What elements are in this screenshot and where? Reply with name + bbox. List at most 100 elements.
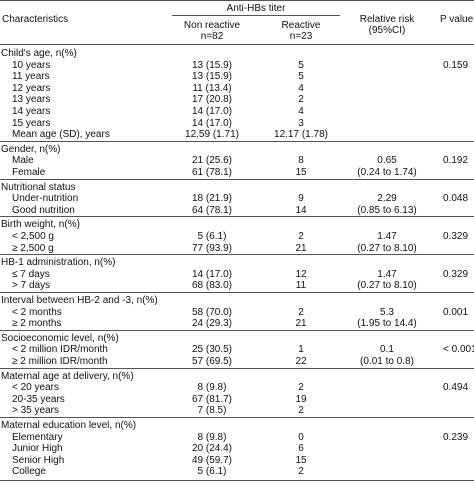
section-title: Child's age, n(%)	[1, 48, 77, 59]
reactive-value: 8	[298, 155, 304, 167]
section-divider	[0, 254, 474, 256]
reactive-value: 12.17 (1.78)	[274, 129, 328, 141]
row-label: Elementary	[12, 431, 63, 443]
non-reactive-value: 11 (13.4)	[192, 82, 232, 94]
section-p-value: 0.001	[443, 306, 469, 318]
header-reactive: Reactive	[281, 20, 321, 31]
non-reactive-value: 13 (15.9)	[191, 59, 233, 71]
section-p-value: 0.494	[443, 382, 469, 394]
table-bottom-rule	[0, 480, 474, 481]
header-bottom-rule	[0, 44, 474, 45]
relative-risk-value: 2.29	[377, 193, 397, 205]
non-reactive-value: 77 (93.9)	[191, 242, 233, 254]
section-p-value: 0.329	[443, 231, 469, 242]
row-label: ≥ 2,500 g	[12, 242, 54, 254]
non-reactive-value: 14 (17.0)	[191, 117, 233, 129]
reactive-value: 1	[298, 344, 304, 356]
row-label: Senior High	[12, 454, 65, 466]
non-reactive-value: 21 (25.6)	[191, 155, 233, 167]
ci-value: (0.01 to 0.8)	[360, 356, 414, 367]
relative-risk-value: 1.47	[377, 268, 397, 280]
section-p-value: < 0.001	[443, 344, 474, 356]
row-label: 11 years	[12, 71, 50, 83]
header-anti-hbs-titer: Anti-HBs titer	[226, 3, 286, 14]
section-p-value: 0.329	[443, 268, 469, 280]
row-label: 14 years	[12, 106, 51, 117]
row-label: 10 years	[12, 59, 51, 71]
non-reactive-value: 17 (20.8)	[191, 94, 233, 106]
reactive-value: 15	[295, 454, 307, 466]
header-ci: (95%CI)	[368, 25, 406, 36]
section-title: Maternal education level, n(%)	[1, 420, 137, 431]
row-label: Female	[12, 167, 46, 178]
row-label: 15 years	[12, 117, 51, 129]
section-divider	[0, 292, 474, 293]
non-reactive-value: 58 (70.0)	[191, 306, 233, 318]
non-reactive-value: 5 (6.1)	[197, 466, 227, 478]
header-relative-risk: Relative risk	[359, 14, 415, 25]
reactive-value: 2	[298, 306, 304, 318]
non-reactive-value: 14 (17.0)	[191, 268, 233, 280]
row-label: Junior High	[12, 443, 63, 455]
header-sub-rule	[172, 15, 340, 16]
reactive-value: 12	[295, 268, 307, 280]
row-label: ≥ 2 months	[12, 318, 62, 330]
non-reactive-value: 64 (78.1)	[191, 204, 233, 216]
reactive-value: 11	[295, 280, 307, 292]
section-divider	[0, 329, 474, 331]
header-characteristics: Characteristics	[2, 14, 69, 25]
relative-risk-value: 0.65	[377, 155, 397, 167]
section-divider	[0, 417, 474, 418]
section-p-value: 0.159	[443, 59, 469, 71]
non-reactive-value: 14 (17.0)	[191, 106, 233, 117]
reactive-value: 22	[295, 356, 307, 367]
non-reactive-value: 13 (15.9)	[191, 71, 233, 83]
reactive-value: 0	[298, 431, 304, 443]
header-non-reactive-n: n=82	[200, 31, 224, 42]
row-label: < 2,500 g	[12, 231, 54, 242]
non-reactive-value: 57 (69.5)	[191, 356, 233, 367]
non-reactive-value: 7 (8.5)	[197, 405, 227, 417]
section-title: Nutritional status	[1, 181, 76, 193]
reactive-value: 21	[295, 242, 307, 254]
reactive-value: 2	[298, 382, 304, 394]
reactive-value: 15	[295, 167, 307, 178]
row-label: < 2 million IDR/month	[12, 344, 108, 356]
reactive-value: 4	[298, 82, 304, 94]
header-p-value: P value	[440, 14, 474, 25]
ci-value: (0.27 to 8.10)	[357, 280, 417, 292]
relative-risk-value: 1.47	[377, 231, 397, 242]
row-label: 13 years	[12, 94, 51, 106]
reactive-value: 5	[298, 71, 304, 83]
non-reactive-value: 12.59 (1.71)	[185, 129, 239, 141]
reactive-value: 21	[295, 318, 307, 330]
section-divider	[0, 367, 474, 369]
header-reactive-n: n=23	[289, 31, 313, 42]
header-non-reactive: Non reactive	[183, 20, 241, 31]
non-reactive-value: 8 (9.8)	[197, 382, 227, 394]
relative-risk-value: 5.3	[380, 306, 394, 318]
row-label: < 20 years	[12, 382, 59, 394]
non-reactive-value: 25 (30.5)	[191, 344, 233, 356]
section-p-value: 0.239	[443, 431, 469, 443]
row-label: 20-35 years	[12, 393, 65, 405]
reactive-value: 6	[298, 443, 304, 455]
row-label: ≥ 2 million IDR/month	[12, 356, 108, 367]
reactive-value: 3	[298, 117, 304, 129]
section-title: Gender, n(%)	[1, 143, 61, 155]
non-reactive-value: 68 (83.0)	[191, 280, 233, 292]
row-label: 12 years	[12, 82, 51, 94]
row-label: Under-nutrition	[12, 193, 79, 205]
row-label: < 2 months	[12, 306, 62, 318]
non-reactive-value: 61 (78.1)	[191, 167, 233, 178]
non-reactive-value: 49 (59.7)	[191, 454, 233, 466]
non-reactive-value: 24 (29.3)	[191, 318, 233, 330]
reactive-value: 19	[295, 393, 307, 405]
non-reactive-value: 8 (9.8)	[197, 431, 227, 443]
reactive-value: 2	[298, 94, 304, 106]
row-label: Male	[12, 155, 34, 167]
section-divider	[0, 216, 474, 218]
reactive-value: 4	[298, 106, 304, 117]
ci-value: (0.27 to 8.10)	[357, 242, 417, 254]
